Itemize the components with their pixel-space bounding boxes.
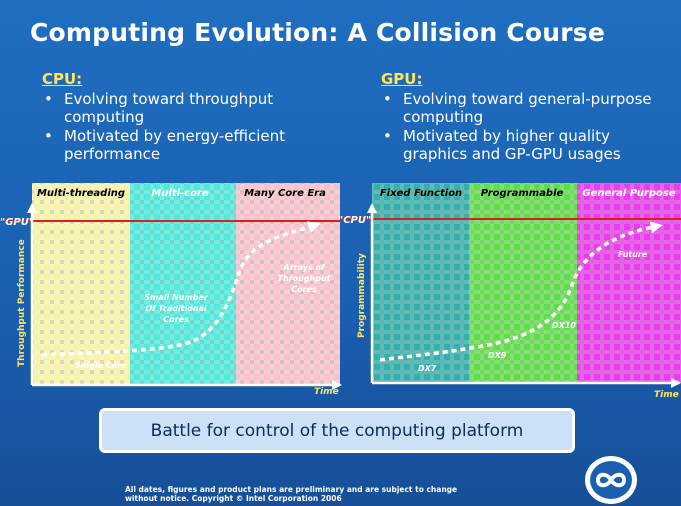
cpu-annotation: Small Number Of Traditional Cores (144, 293, 208, 324)
gpu-annotation: Future (618, 250, 648, 259)
gpu-y-axis-label: Programmability (357, 253, 367, 338)
slide-title: Computing Evolution: A Collision Course (30, 18, 605, 47)
gpu-evolution-curve (379, 221, 663, 362)
cpu-x-axis-label: Time (314, 387, 339, 397)
cpu-evolution-curve (41, 221, 321, 357)
cpu-bullet: Evolving toward throughput computing (42, 90, 332, 126)
gpu-era-label: Programmable (481, 188, 564, 199)
gpu-annotation: DX7 (418, 364, 437, 373)
cpu-grid-texture (32, 183, 340, 385)
gpu-bullet: Motivated by higher quality graphics and… (381, 127, 671, 163)
cpu-y-axis-label: Throughput Performance (17, 239, 27, 367)
gpu-column: GPU: Evolving toward general-purpose com… (381, 70, 671, 164)
gpu-era-label: Fixed Function (380, 188, 462, 199)
cpu-diagram: Multi-threading Multi-core Many Core Era… (0, 183, 342, 397)
cpu-era-label: Multi-threading (37, 188, 125, 199)
disclaimer-line: without notice. Copyright © Intel Corpor… (125, 494, 342, 503)
cpu-annotation-box: Small Number Of Traditional Cores (144, 293, 208, 324)
battle-callout: Battle for control of the computing plat… (99, 408, 575, 453)
cpu-heading: CPU: (42, 70, 83, 88)
gpu-grid-texture (372, 183, 681, 383)
cpu-column: CPU: Evolving toward throughput computin… (42, 70, 332, 164)
gpu-bullet: Evolving toward general-purpose computin… (381, 90, 671, 126)
gpu-diagram: Fixed Function Programmable General Purp… (338, 183, 681, 400)
gpu-bullets: Evolving toward general-purpose computin… (381, 90, 671, 163)
infinity-icon (595, 472, 627, 488)
logo-disc (590, 461, 632, 499)
cpu-target-label: "GPU" (0, 217, 34, 228)
gpu-era-label: General Purpose (582, 188, 675, 199)
cpu-annotation: Single Core (75, 361, 127, 370)
gpu-heading: GPU: (381, 70, 423, 88)
cpu-bullets: Evolving toward throughput computing Mot… (42, 90, 332, 163)
disclaimer-line: All dates, figures and product plans are… (125, 485, 458, 494)
gpu-annotation: DX10 (552, 321, 576, 330)
cpu-annotation-box: Arrays of Throughput Cores (277, 263, 331, 294)
gpu-x-axis-label: Time (654, 390, 679, 400)
disclaimer: All dates, figures and product plans are… (125, 485, 485, 503)
cpu-bullet: Motivated by energy-efficient performanc… (42, 127, 332, 163)
gpu-target-label: "CPU" (338, 215, 371, 226)
gpu-annotation: DX9 (488, 351, 507, 360)
cpu-era-label: Multi-core (151, 188, 209, 199)
intel-logo (585, 456, 637, 504)
cpu-annotation: Arrays of Throughput Cores (277, 263, 331, 294)
cpu-era-label: Many Core Era (244, 188, 326, 199)
